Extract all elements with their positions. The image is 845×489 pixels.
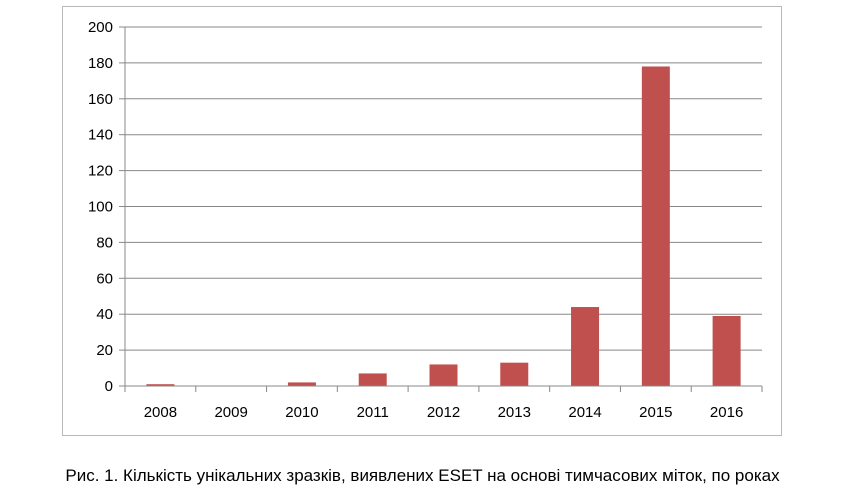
- x-tick-label: 2013: [498, 404, 531, 421]
- bar-2016: [712, 315, 741, 386]
- x-tick-label: 2014: [568, 404, 601, 421]
- bar-2015: [641, 66, 670, 387]
- axes: [124, 27, 763, 392]
- x-tick-label: 2016: [710, 404, 743, 421]
- y-tick-label: 160: [88, 91, 113, 108]
- x-tick-label: 2010: [285, 404, 318, 421]
- bar-2008: [146, 384, 175, 386]
- y-tick-label: 140: [88, 127, 113, 144]
- bars: [146, 66, 741, 387]
- figure-caption: Рис. 1. Кількість унікальних зразків, ви…: [65, 466, 780, 485]
- y-tick-label: 60: [96, 270, 113, 287]
- x-tick-label: 2015: [639, 404, 672, 421]
- y-tick-label: 40: [96, 306, 113, 323]
- y-tick-label: 0: [105, 378, 113, 395]
- bar-2011: [358, 373, 387, 386]
- x-tick-label: 2012: [427, 404, 460, 421]
- x-tick-label: 2009: [214, 404, 247, 421]
- x-tick-label: 2011: [357, 404, 389, 421]
- y-tick-label: 80: [96, 234, 113, 251]
- y-tick-label: 120: [88, 163, 113, 180]
- x-tick-labels: 2008 2009 2010 2011 2012 2013 2014 2015 2016: [144, 404, 744, 421]
- x-tick-label: 2008: [144, 404, 177, 421]
- bar-2013: [500, 362, 529, 386]
- y-tick-label: 100: [88, 199, 113, 216]
- y-tick-label: 180: [88, 55, 113, 72]
- y-tick-label: 200: [88, 19, 113, 36]
- bar-2014: [571, 307, 600, 386]
- y-tick-label: 20: [96, 342, 113, 359]
- bar-2012: [429, 364, 458, 386]
- bar-2010: [287, 382, 316, 386]
- y-tick-labels: 0 20 40 60 80 100 120 140 160 180 200: [88, 19, 113, 395]
